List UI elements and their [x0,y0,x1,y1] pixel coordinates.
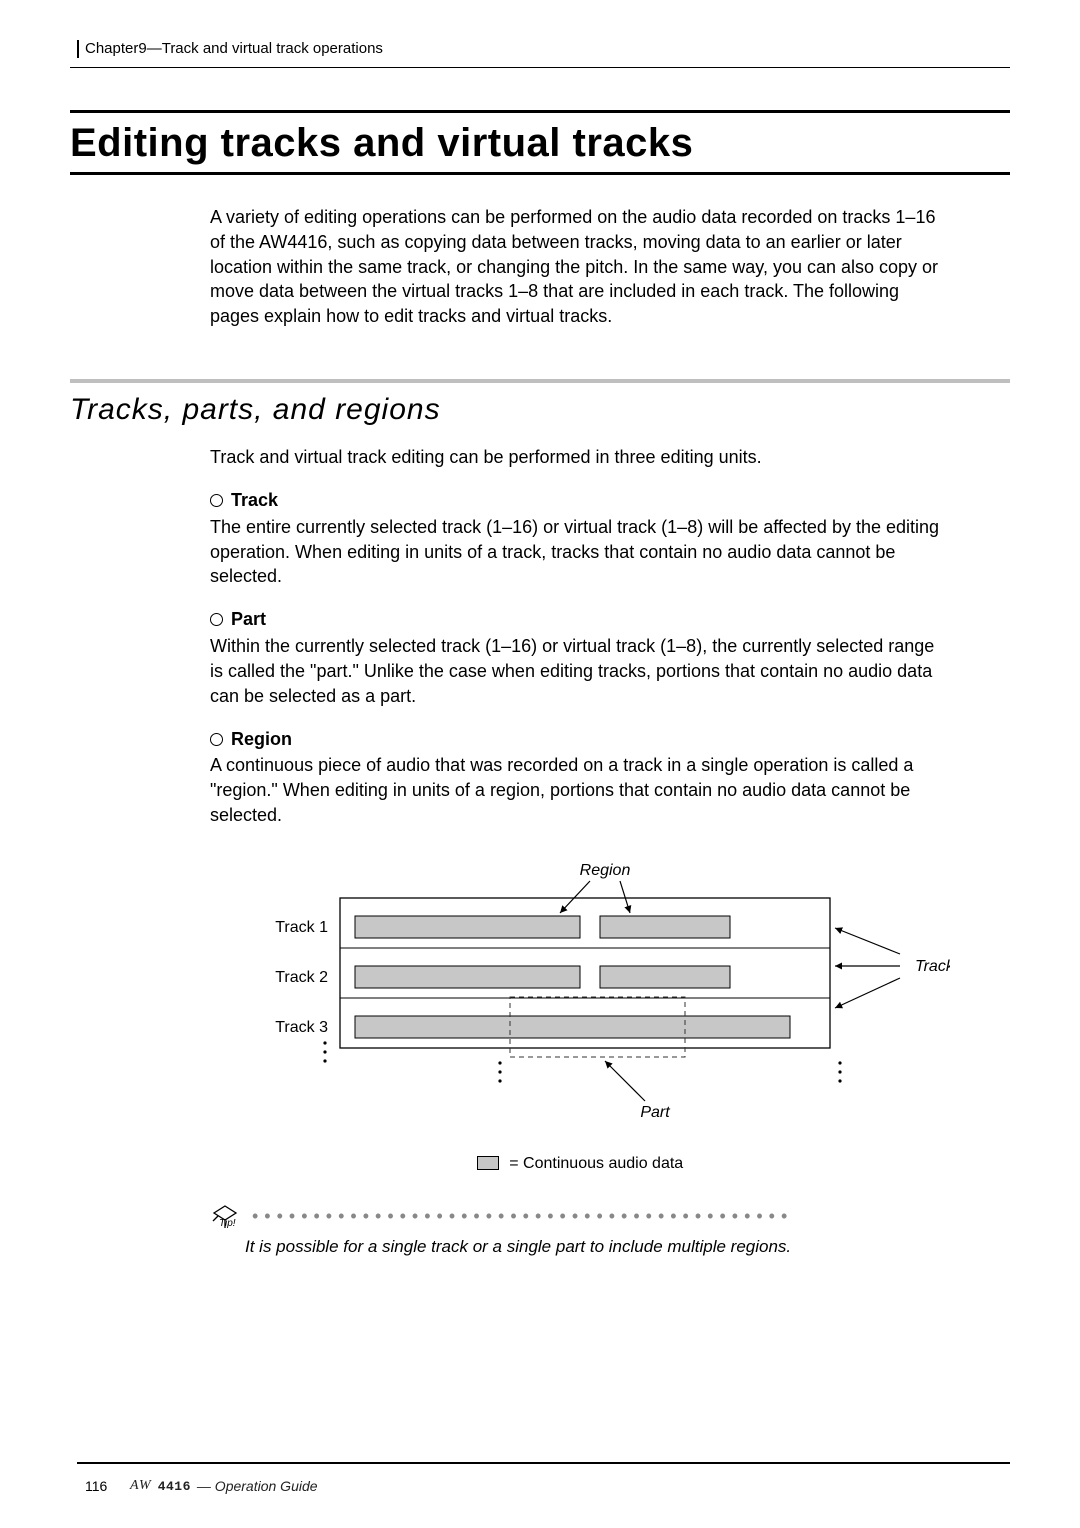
page-title: Editing tracks and virtual tracks [70,121,1010,166]
page-number: 116 [85,1478,107,1494]
diagram-svg: Track 1 Track 2 Track 3 Region Track Part [210,858,950,1128]
tip-dots: ••••••••••••••••••••••••••••••••••••••••… [252,1206,950,1227]
svg-text:Track 3: Track 3 [275,1019,328,1036]
svg-text:Track 1: Track 1 [275,919,328,936]
tip-row: Tip! •••••••••••••••••••••••••••••••••••… [210,1203,950,1231]
item-head-region: Region [210,727,950,752]
logo-4416: 4416 [158,1479,191,1494]
chapter-header: Chapter9—Track and virtual track operati… [85,40,1010,67]
header-rule [70,67,1010,68]
title-rule-top [70,110,1010,113]
section-body: Track and virtual track editing can be p… [210,445,950,828]
footer: AW 4416 — Operation Guide [130,1478,318,1494]
svg-text:Part: Part [640,1104,670,1121]
bullet-icon [210,494,223,507]
item-body-region: A continuous piece of audio that was rec… [210,753,950,827]
svg-text:Tip!: Tip! [219,1218,236,1229]
item-head-label: Track [231,488,278,513]
item-body-track: The entire currently selected track (1–1… [210,515,950,589]
bullet-icon [210,733,223,746]
item-head-label: Part [231,607,266,632]
item-head-label: Region [231,727,292,752]
logo-aw: AW [130,1478,152,1494]
footer-rule [77,1462,1010,1464]
section-title: Tracks, parts, and regions [70,393,1010,427]
tip-text: It is possible for a single track or a s… [245,1237,985,1257]
item-head-track: Track [210,488,950,513]
item-body-part: Within the currently selected track (1–1… [210,634,950,708]
svg-text:Region: Region [580,862,631,879]
header-left-bar [77,40,79,58]
section-divider [70,379,1010,383]
svg-text:Track 2: Track 2 [275,969,328,986]
intro-paragraph: A variety of editing operations can be p… [210,205,950,329]
legend-label: = Continuous audio data [509,1155,683,1172]
footer-text: — Operation Guide [197,1478,318,1494]
item-head-part: Part [210,607,950,632]
legend-swatch [477,1156,499,1170]
title-rule-bottom [70,172,1010,175]
diagram: Track 1 Track 2 Track 3 Region Track Part = C… [210,858,950,1173]
diagram-legend: = Continuous audio data [210,1155,950,1173]
bullet-icon [210,613,223,626]
svg-text:Track: Track [915,958,950,975]
tip-icon: Tip! [210,1203,240,1231]
section-intro: Track and virtual track editing can be p… [210,445,950,470]
